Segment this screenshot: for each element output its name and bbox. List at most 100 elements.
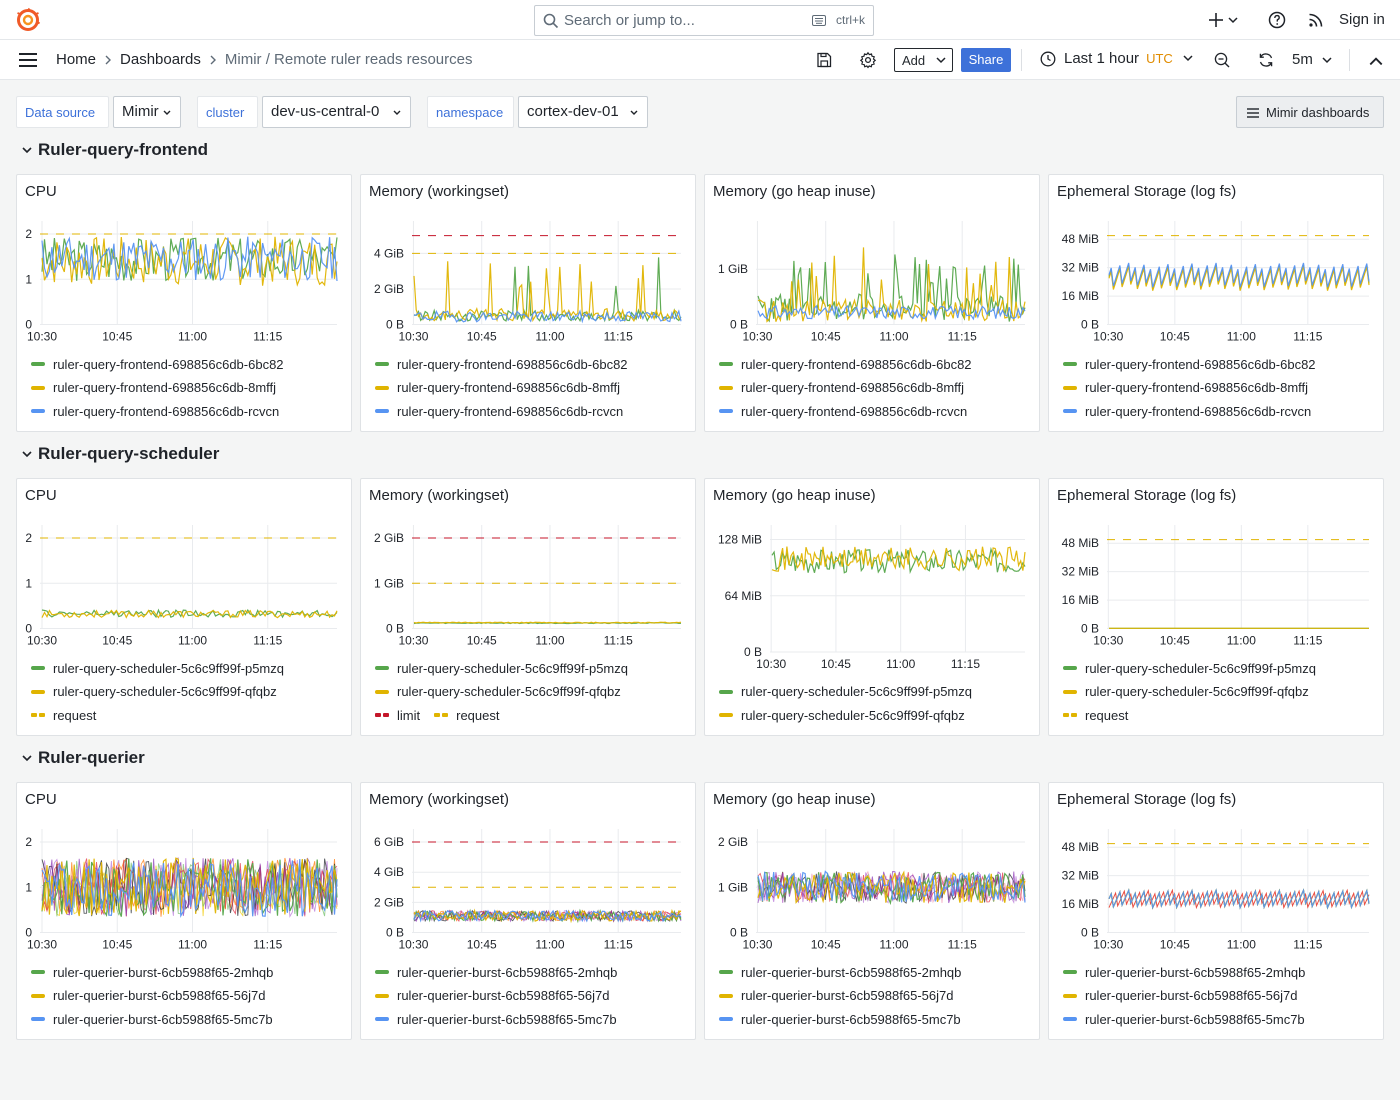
add-button[interactable]: Add	[894, 48, 953, 72]
legend-item[interactable]: ruler-querier-burst-6cb5988f65-2mhqb	[719, 961, 961, 985]
row-header-ruler-query-frontend[interactable]: Ruler-query-frontend	[22, 140, 208, 160]
legend-item[interactable]: ruler-query-scheduler-5c6c9ff99f-p5mzq	[375, 657, 628, 681]
mimir-dashboards-button[interactable]: Mimir dashboards	[1236, 96, 1384, 128]
series-line	[757, 871, 1026, 906]
panel-title[interactable]: Ephemeral Storage (log fs)	[1057, 183, 1237, 200]
row-header-ruler-query-scheduler[interactable]: Ruler-query-scheduler	[22, 444, 219, 464]
panel-title[interactable]: Memory (workingset)	[369, 487, 510, 504]
sign-in-link[interactable]: Sign in	[1339, 11, 1385, 28]
search-input[interactable]: Search or jump to... ctrl+k	[534, 5, 874, 36]
panel-title[interactable]: Memory (workingset)	[369, 183, 510, 200]
panel[interactable]: Ephemeral Storage (log fs) 10:30 10:45 11:0…	[1048, 782, 1384, 1040]
namespace-select[interactable]: cortex-dev-01	[518, 96, 648, 128]
legend-label: ruler-query-frontend-698856c6db-8mffj	[53, 380, 277, 396]
legend-item[interactable]: request	[31, 704, 284, 728]
chevron-up-icon[interactable]	[1368, 53, 1384, 69]
legend-item[interactable]: ruler-query-frontend-698856c6db-rcvcn	[31, 400, 284, 424]
chevron-down-icon	[393, 110, 401, 115]
panel[interactable]: Memory (workingset) 10:30 10:45 11:00 11:15 0…	[360, 174, 696, 432]
y-tick-label: 1 GiB	[374, 576, 404, 590]
panel-title[interactable]: Ephemeral Storage (log fs)	[1057, 487, 1237, 504]
rss-feed-icon[interactable]	[1308, 12, 1324, 28]
cluster-select[interactable]: dev-us-central-0	[262, 96, 411, 128]
legend-item[interactable]: ruler-querier-burst-6cb5988f65-56j7d	[375, 984, 617, 1008]
legend-item[interactable]: ruler-query-frontend-698856c6db-6bc82	[719, 353, 972, 377]
panel-title[interactable]: Memory (go heap inuse)	[713, 487, 876, 504]
legend-item[interactable]: ruler-querier-burst-6cb5988f65-2mhqb	[31, 961, 273, 985]
panel-title[interactable]: CPU	[25, 183, 57, 200]
legend-item[interactable]: ruler-query-frontend-698856c6db-6bc82	[31, 353, 284, 377]
panel[interactable]: CPU 10:30 10:45 11:00 11:15 0 1 2 ruler-query-sc…	[16, 478, 352, 736]
legend-item[interactable]: ruler-query-frontend-698856c6db-8mffj	[375, 376, 628, 400]
zoom-out-icon[interactable]	[1214, 52, 1230, 68]
legend-label: ruler-query-frontend-698856c6db-rcvcn	[741, 403, 968, 419]
series-line	[413, 909, 682, 923]
panel[interactable]: Memory (go heap inuse) 10:30 10:45 11:00 11:…	[704, 782, 1040, 1040]
row-header-ruler-querier[interactable]: Ruler-querier	[22, 748, 145, 768]
legend-item[interactable]: ruler-query-scheduler-5c6c9ff99f-qfqbz	[1063, 680, 1316, 704]
settings-gear-icon[interactable]	[859, 51, 877, 69]
panel[interactable]: Memory (go heap inuse) 10:30 10:45 11:00 11:…	[704, 174, 1040, 432]
legend-item[interactable]: ruler-querier-burst-6cb5988f65-2mhqb	[1063, 961, 1305, 985]
time-range-picker[interactable]: Last 1 hour UTC	[1040, 50, 1193, 67]
legend-item[interactable]: request	[434, 708, 499, 723]
legend-item[interactable]: ruler-querier-burst-6cb5988f65-5mc7b	[375, 1008, 617, 1032]
legend-item[interactable]: ruler-query-frontend-698856c6db-8mffj	[719, 376, 972, 400]
panel-title[interactable]: CPU	[25, 487, 57, 504]
legend-item[interactable]: ruler-querier-burst-6cb5988f65-5mc7b	[719, 1008, 961, 1032]
panel-title[interactable]: Memory (workingset)	[369, 791, 510, 808]
legend-item[interactable]: ruler-query-frontend-698856c6db-8mffj	[31, 376, 284, 400]
legend-swatch	[31, 409, 45, 414]
breadcrumb-dashboards[interactable]: Dashboards	[120, 51, 201, 68]
panel[interactable]: Memory (go heap inuse) 10:30 10:45 11:00 11:…	[704, 478, 1040, 736]
legend-item[interactable]: ruler-query-frontend-698856c6db-rcvcn	[719, 400, 972, 424]
legend-item[interactable]: ruler-query-frontend-698856c6db-8mffj	[1063, 376, 1316, 400]
refresh-icon[interactable]	[1258, 52, 1274, 68]
legend-item[interactable]: ruler-query-frontend-698856c6db-6bc82	[375, 353, 628, 377]
panel[interactable]: CPU 10:30 10:45 11:00 11:15 0 1 2 ruler-querier-…	[16, 782, 352, 1040]
panel[interactable]: CPU 10:30 10:45 11:00 11:15 0 1 2 ruler-query-fr…	[16, 174, 352, 432]
share-button[interactable]: Share	[961, 48, 1011, 72]
legend-item[interactable]: request	[1063, 704, 1316, 728]
time-series-chart: 10:30 10:45 11:00 11:15 0 B 1 GiB 2 GiB	[374, 525, 682, 648]
x-tick-label: 11:15	[1293, 634, 1322, 648]
cluster-value: dev-us-central-0	[271, 103, 380, 120]
legend-item[interactable]: ruler-querier-burst-6cb5988f65-2mhqb	[375, 961, 617, 985]
grafana-logo-icon[interactable]	[16, 7, 41, 32]
help-icon[interactable]	[1268, 11, 1286, 29]
panel[interactable]: Ephemeral Storage (log fs) 10:30 10:45 11:0…	[1048, 478, 1384, 736]
legend-item[interactable]: ruler-query-scheduler-5c6c9ff99f-p5mzq	[719, 680, 972, 704]
new-plus-icon[interactable]	[1207, 11, 1241, 29]
breadcrumb-home[interactable]: Home	[56, 51, 97, 68]
legend-item[interactable]: limit	[375, 708, 420, 723]
refresh-interval-label: 5m	[1292, 51, 1313, 68]
panel[interactable]: Memory (workingset) 10:30 10:45 11:00 11:15 0…	[360, 478, 696, 736]
legend-item[interactable]: ruler-query-frontend-698856c6db-6bc82	[1063, 353, 1316, 377]
legend-item[interactable]: ruler-query-frontend-698856c6db-rcvcn	[375, 400, 628, 424]
legend-item[interactable]: ruler-querier-burst-6cb5988f65-56j7d	[31, 984, 273, 1008]
legend-item[interactable]: ruler-querier-burst-6cb5988f65-5mc7b	[31, 1008, 273, 1032]
panel-title[interactable]: CPU	[25, 791, 57, 808]
legend-item[interactable]: ruler-querier-burst-6cb5988f65-56j7d	[1063, 984, 1305, 1008]
panel[interactable]: Memory (workingset) 10:30 10:45 11:00 11:15 0…	[360, 782, 696, 1040]
panel-title[interactable]: Memory (go heap inuse)	[713, 183, 876, 200]
panel-title[interactable]: Memory (go heap inuse)	[713, 791, 876, 808]
legend-label: ruler-querier-burst-6cb5988f65-2mhqb	[397, 964, 618, 980]
datasource-select[interactable]: Mimir	[113, 96, 181, 128]
menu-icon[interactable]	[18, 52, 38, 68]
refresh-interval-picker[interactable]: 5m	[1292, 51, 1332, 68]
legend-swatch	[375, 362, 389, 367]
legend-item[interactable]: ruler-query-scheduler-5c6c9ff99f-qfqbz	[719, 704, 972, 728]
panel-title[interactable]: Ephemeral Storage (log fs)	[1057, 791, 1237, 808]
save-icon[interactable]	[816, 52, 832, 68]
legend-swatch	[375, 689, 389, 694]
legend-item[interactable]: ruler-query-scheduler-5c6c9ff99f-qfqbz	[31, 680, 284, 704]
legend-item[interactable]: ruler-query-scheduler-5c6c9ff99f-p5mzq	[31, 657, 284, 681]
legend-item[interactable]: ruler-querier-burst-6cb5988f65-5mc7b	[1063, 1008, 1305, 1032]
legend-item[interactable]: ruler-query-scheduler-5c6c9ff99f-qfqbz	[375, 680, 628, 704]
legend-item[interactable]: ruler-query-scheduler-5c6c9ff99f-p5mzq	[1063, 657, 1316, 681]
legend-row: limit request	[375, 704, 628, 728]
legend-item[interactable]: ruler-querier-burst-6cb5988f65-56j7d	[719, 984, 961, 1008]
panel[interactable]: Ephemeral Storage (log fs) 10:30 10:45 11:0…	[1048, 174, 1384, 432]
legend-item[interactable]: ruler-query-frontend-698856c6db-rcvcn	[1063, 400, 1316, 424]
